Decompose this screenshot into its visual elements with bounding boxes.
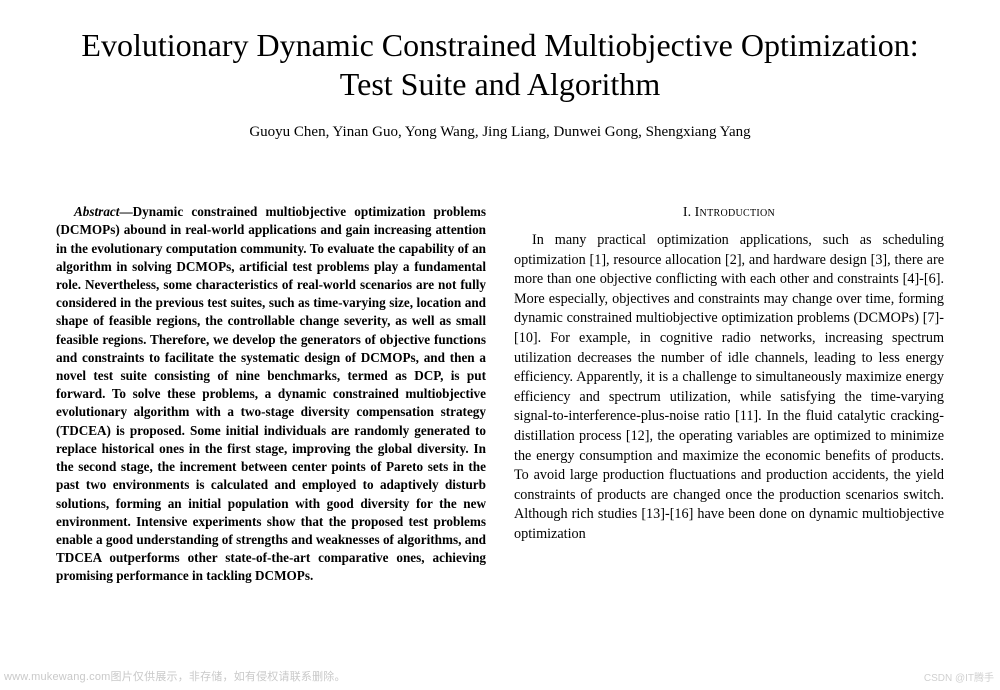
watermark-text: www.mukewang.com图片仅供展示，非存储，如有侵权请联系删除。 — [4, 668, 346, 684]
two-column-layout: Abstract—Dynamic constrained multiobject… — [56, 203, 944, 586]
abstract-block: Abstract—Dynamic constrained multiobject… — [56, 203, 486, 586]
left-column: Abstract—Dynamic constrained multiobject… — [56, 203, 486, 586]
section-title: Introduction — [695, 205, 775, 220]
right-column: I. Introduction In many practical optimi… — [514, 203, 944, 586]
abstract-text: —Dynamic constrained multiobjective opti… — [56, 204, 486, 583]
section-number: I. — [683, 205, 691, 220]
corner-attribution: CSDN @IT腾手 — [924, 669, 994, 684]
author-list: Guoyu Chen, Yinan Guo, Yong Wang, Jing L… — [56, 124, 944, 141]
paper-title: Evolutionary Dynamic Constrained Multiob… — [56, 26, 944, 104]
section-heading: I. Introduction — [514, 205, 944, 221]
intro-text: In many practical optimization applicati… — [514, 232, 944, 542]
intro-paragraph: In many practical optimization applicati… — [514, 231, 944, 545]
abstract-label: Abstract — [74, 204, 119, 219]
